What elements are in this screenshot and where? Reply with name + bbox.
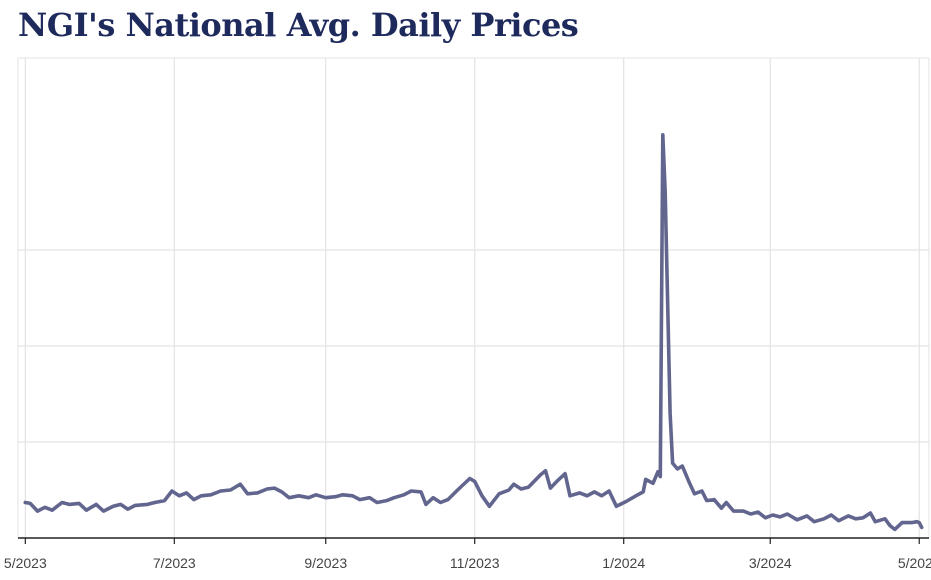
- price-series-line: [23, 133, 924, 532]
- x-tick-label: 9/2023: [304, 555, 347, 571]
- x-tick-label: 3/2024: [749, 555, 792, 571]
- x-gridlines: [24, 58, 920, 538]
- x-tick-marks: [24, 538, 920, 544]
- x-tick-labels: 5/2023 7/2023 9/2023 11/2023 1/2024 3/2024 5/2…: [4, 555, 931, 571]
- plot-area: [17, 57, 930, 539]
- y-gridlines: [18, 249, 929, 443]
- x-tick-label: 7/2023: [153, 555, 196, 571]
- x-tick-label: 5/2024: [898, 555, 931, 571]
- x-tick-label: 5/2023: [4, 555, 47, 571]
- x-tick-label: 11/2023: [450, 555, 500, 571]
- x-tick-label: 1/2024: [602, 555, 645, 571]
- chart-title: NGI's National Avg. Daily Prices: [18, 6, 579, 44]
